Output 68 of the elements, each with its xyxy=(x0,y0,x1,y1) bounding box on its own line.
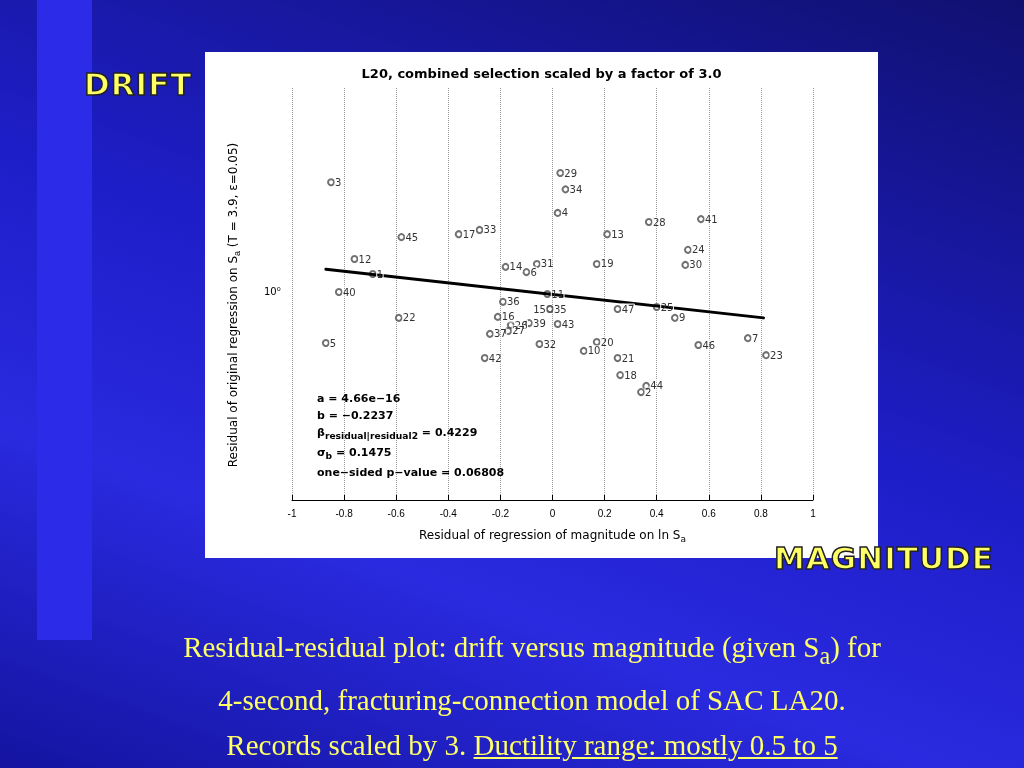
y-axis-title: Residual of original regression on Sa (T = 3.9, ε=0.05) xyxy=(226,142,242,468)
annotation: 34 xyxy=(569,183,583,195)
annotation: 47 xyxy=(621,303,635,315)
annotation: 9 xyxy=(678,312,686,324)
annotation: 21 xyxy=(621,352,635,364)
annotation: 37 xyxy=(493,328,507,340)
annotation: σ$_{b}$ = 0.1475 xyxy=(317,445,393,464)
x-tick-label: -0.2 xyxy=(491,507,510,519)
annotation: 32 xyxy=(543,338,557,350)
x-tick-label: -0.8 xyxy=(335,507,354,519)
x-tick-label: 0.8 xyxy=(753,507,769,519)
text: Residual-residual plot: drift versus magnitude (given S$_{a}$) for xyxy=(183,631,881,669)
annotation: 39 xyxy=(533,317,546,329)
x-tick-label: 0.6 xyxy=(701,507,717,519)
chart-title: L20, combined selection scaled by a factor of 3.0 xyxy=(361,66,722,81)
annotation: one−sided p−value = 0.06808 xyxy=(317,465,505,482)
annotation: 4 xyxy=(561,207,569,219)
annotation: 46 xyxy=(702,339,716,351)
x-tick-label: 0 xyxy=(549,507,556,519)
annotation: 29 xyxy=(564,167,578,179)
annotation: 28 xyxy=(652,216,666,228)
annotation: 20 xyxy=(600,336,614,348)
annotation: 14 xyxy=(509,261,523,273)
annotation: 24 xyxy=(691,244,705,256)
annotation: 12 xyxy=(358,253,372,265)
annotation: 44 xyxy=(650,380,664,392)
annotation: 17 xyxy=(462,228,476,240)
x-tick-label: -1 xyxy=(287,507,297,519)
text: MAGNITUDE xyxy=(774,540,994,576)
annotation: 22 xyxy=(402,312,416,324)
annotation: 15 xyxy=(533,303,546,315)
annotation: 45 xyxy=(405,231,419,243)
annotation: 16 xyxy=(501,311,515,323)
annotation: 6 xyxy=(530,266,537,278)
annotation: 10 xyxy=(587,345,601,357)
annotation: 35 xyxy=(553,303,567,315)
annotation: β$_{residual|residual2}$ = 0.4229 xyxy=(317,425,479,444)
annotation: 41 xyxy=(704,213,718,225)
text: Ductility range: mostly 0.5 to 5 xyxy=(473,728,838,761)
annotation: 7 xyxy=(751,332,759,344)
annotation: 13 xyxy=(611,228,624,240)
annotation: b = −0.2237 xyxy=(317,408,395,424)
x-tick-label: -0.6 xyxy=(387,507,406,519)
annotation: 5 xyxy=(329,337,337,349)
annotation: a = 4.66e−16 xyxy=(317,391,402,407)
annotation: 42 xyxy=(488,352,502,364)
annotation: 36 xyxy=(507,296,520,308)
x-tick-label: 0.2 xyxy=(597,507,612,519)
text: 10⁰ xyxy=(264,286,281,297)
annotation: 3 xyxy=(335,176,342,188)
annotation: 43 xyxy=(561,318,575,330)
text: 4-second, fracturing-connection model of SAC LA20. xyxy=(218,683,846,716)
annotation: 18 xyxy=(624,369,637,381)
annotation: 19 xyxy=(600,258,614,270)
annotation: 31 xyxy=(540,258,554,270)
annotation: 33 xyxy=(483,224,497,236)
annotation: 25 xyxy=(660,301,674,313)
x-tick-label: -0.4 xyxy=(439,507,458,519)
annotation: 11 xyxy=(551,288,565,300)
text: DRIFT xyxy=(84,66,193,102)
annotation: 23 xyxy=(770,349,783,361)
annotation: 1 xyxy=(376,268,384,280)
text: Records scaled by 3. xyxy=(226,728,467,761)
annotation: 40 xyxy=(342,286,356,298)
annotation: 2 xyxy=(645,386,652,398)
x-tick-label: 1 xyxy=(810,507,817,519)
annotation: 30 xyxy=(689,259,703,271)
x-tick-label: 0.4 xyxy=(649,507,665,519)
